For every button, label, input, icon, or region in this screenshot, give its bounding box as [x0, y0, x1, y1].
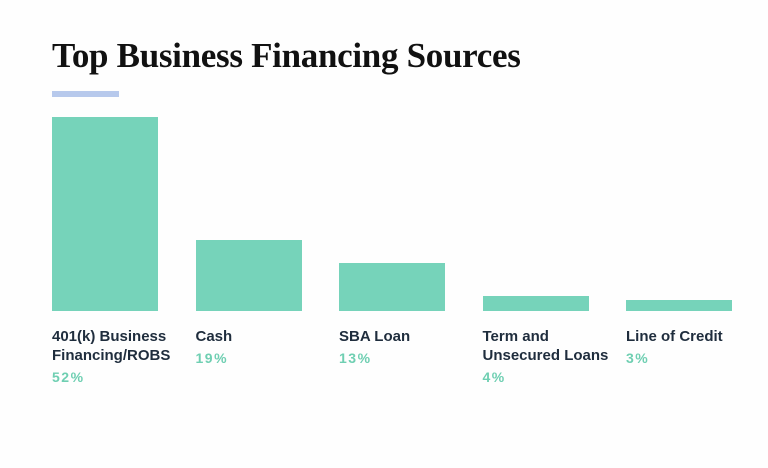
value-label: 3%: [626, 350, 650, 366]
category-label-group: Line of Credit 3%: [626, 327, 754, 368]
title-accent: [52, 91, 119, 97]
category-label: 401(k) Business Financing/ROBS: [52, 328, 171, 364]
category-label-group: SBA Loan 13%: [339, 327, 467, 368]
category-label-group: Cash 19%: [196, 327, 324, 368]
bar: [195, 240, 302, 311]
bar: [482, 296, 589, 311]
bar: [52, 117, 158, 311]
category-label-group: Term and Unsecured Loans 4%: [483, 327, 611, 387]
bar: [339, 262, 445, 311]
value-label: 19%: [195, 350, 229, 366]
value-label: 13%: [339, 350, 372, 366]
value-label: 52%: [52, 369, 85, 385]
category-label: Term and Unsecured Loans: [482, 328, 609, 364]
chart-title: Top Business Financing Sources: [52, 36, 521, 75]
category-label: Line of Credit: [626, 328, 723, 345]
category-label: Cash: [195, 328, 233, 345]
bar: [626, 299, 732, 311]
category-label-group: 401(k) Business Financing/ROBS 52%: [52, 327, 180, 387]
category-label: SBA Loan: [339, 328, 411, 345]
value-label: 4%: [482, 369, 506, 385]
